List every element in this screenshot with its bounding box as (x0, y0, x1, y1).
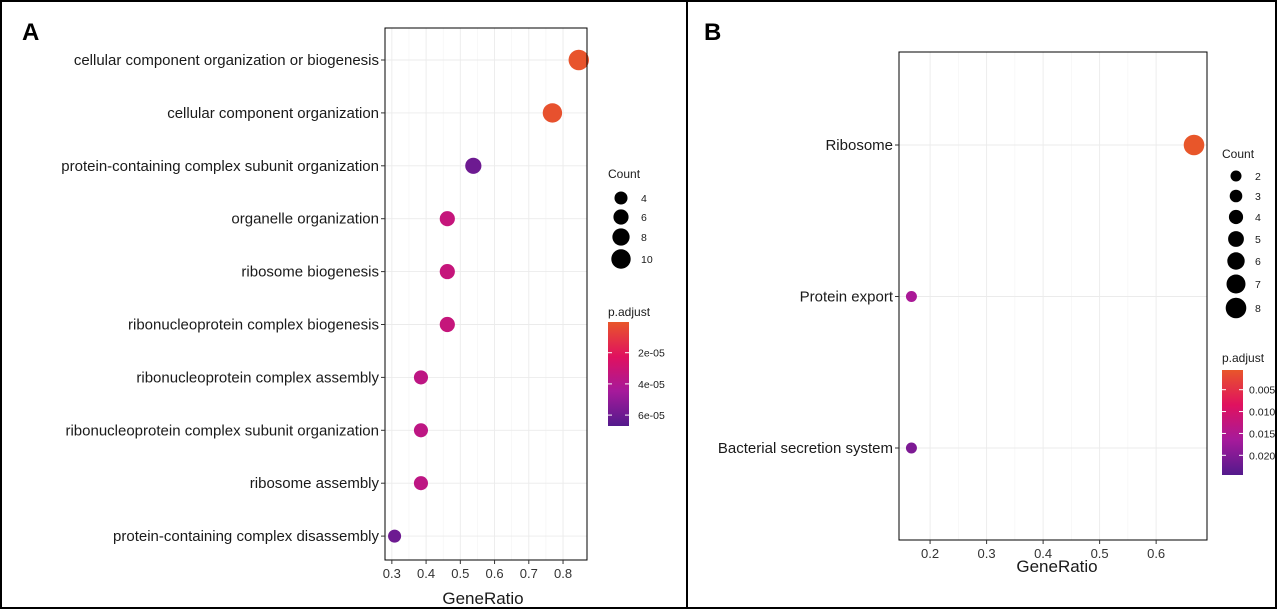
panel-b-x-tick-label: 0.2 (921, 546, 939, 561)
panel-a-count-legend: 4 6 8 10 (611, 191, 653, 269)
panel-b-count-legend-label: 6 (1255, 256, 1261, 268)
panel-a-color-bar-label: 6e-05 (638, 410, 665, 422)
panel-b-color-bar-label: 0.010 (1249, 407, 1275, 419)
panel-b-count-legend-label: 5 (1255, 234, 1261, 246)
panel-a-x-tick-label: 0.5 (451, 566, 469, 581)
panel-a-data-point (439, 264, 455, 280)
panel-a-plot: cellular component organization or bioge… (61, 27, 590, 608)
panel-a-data-point (465, 157, 482, 174)
panel-a-plot-border (384, 27, 588, 561)
panel-a-y-axis: cellular component organization or bioge… (61, 52, 385, 545)
panel-a-count-legend-label: 8 (641, 232, 647, 244)
panel-a-points (388, 49, 590, 543)
panel-b-padjust-legend-title: p.adjust (1222, 351, 1265, 365)
panel-b-count-legend-key (1227, 252, 1245, 270)
panel-a-data-point (388, 529, 402, 543)
panel-a-category-label: organelle organization (231, 211, 379, 228)
panel-b-count-legend-key (1230, 170, 1242, 182)
panel-b-padjust-legend: 0.005 0.010 0.015 0.020 (1222, 370, 1275, 475)
panel-b-x-tick-label: 0.4 (1034, 546, 1052, 561)
panel-b-count-legend-label: 3 (1255, 191, 1261, 203)
panel-a-category-label: protein-containing complex disassembly (113, 528, 379, 545)
panel-a-category-label: cellular component organization (167, 105, 379, 122)
panel-a-count-legend-title: Count (608, 167, 641, 181)
panel-b-plot: Ribosome Protein export Bacterial secretio… (718, 51, 1208, 576)
panel-b-grid (899, 52, 1207, 540)
panel-a-color-bar-label: 2e-05 (638, 348, 665, 360)
panel-b-count-legend-title: Count (1222, 147, 1255, 161)
panel-a-x-tick-label: 0.6 (486, 566, 504, 581)
panel-b-color-bar-label: 0.020 (1249, 450, 1275, 462)
panel-b-x-axis-title: GeneRatio (1016, 557, 1097, 576)
panel-b-category-label: Protein export (800, 289, 894, 306)
panel-a-data-point (413, 476, 428, 491)
panel-a-color-bar (608, 322, 629, 426)
panel-a-category-label: ribonucleoprotein complex biogenesis (128, 317, 379, 334)
panel-b-category-label: Ribosome (825, 137, 893, 154)
panel-b-count-legend-key (1226, 274, 1246, 294)
panel-a-data-point (542, 103, 563, 123)
panel-a-legends: Count 4 6 8 10 p.adjust 2e-05 4e-05 6e-05 (608, 167, 665, 426)
panel-b-count-legend-key (1228, 231, 1244, 247)
panel-b-color-bar-label: 0.015 (1249, 428, 1275, 440)
panel-a-letter: A (22, 19, 39, 46)
panel-a-data-point (439, 316, 455, 333)
panel-a-category-label: ribonucleoprotein complex subunit organi… (65, 422, 379, 439)
panel-a-x-tick-label: 0.4 (417, 566, 435, 581)
panel-b-x-axis: 0.2 0.3 0.4 0.5 0.6 (921, 540, 1165, 561)
panel-b-y-axis: Ribosome Protein export Bacterial secretio… (718, 137, 899, 457)
panel-a-category-label: ribosome assembly (250, 475, 380, 492)
panel-b-data-point (905, 291, 917, 302)
panel-a-data-point (439, 211, 455, 227)
panel-a-data-point (413, 370, 428, 385)
panel-b-x-tick-label: 0.6 (1147, 546, 1165, 561)
panel-a-count-legend-label: 10 (641, 254, 653, 266)
panel-b-points (905, 134, 1205, 454)
panel-a-color-bar-label: 4e-05 (638, 379, 665, 391)
panel-a-frame (0, 0, 688, 609)
panel-a-count-legend-key (612, 228, 630, 246)
panel-a-count-legend-label: 4 (641, 193, 647, 205)
panel-b-color-bar-label: 0.005 (1249, 385, 1275, 397)
panel-a-category-label: protein-containing complex subunit organ… (61, 158, 379, 175)
panel-a-count-legend-label: 6 (641, 212, 647, 224)
panel-b-count-legend-label: 4 (1255, 212, 1261, 224)
panel-a-count-legend-key (611, 249, 631, 269)
panel-b-count-legend-key (1228, 209, 1244, 225)
panel-b-count-legend-label: 8 (1255, 303, 1261, 315)
panel-a-category-label: ribosome biogenesis (241, 264, 379, 281)
panel-a-data-point (568, 49, 590, 71)
panel-a-data-point (413, 423, 428, 438)
panel-a-category-label: ribonucleoprotein complex assembly (136, 369, 379, 386)
panel-b-plot-border (898, 51, 1208, 541)
panel-b-count-legend-label: 2 (1255, 171, 1261, 183)
panel-b-count-legend-key (1229, 189, 1243, 203)
panel-b-category-label: Bacterial secretion system (718, 440, 893, 457)
panel-b-frame (686, 0, 1277, 609)
panel-b-data-point (905, 442, 917, 454)
panel-a-count-legend-key (614, 191, 628, 205)
panel-b-count-legend-key (1225, 297, 1247, 319)
panel-a-x-tick-label: 0.7 (520, 566, 538, 581)
panel-a-x-tick-label: 0.8 (554, 566, 572, 581)
panel-a-count-legend-key (613, 209, 629, 225)
panel-a-x-tick-label: 0.3 (383, 566, 401, 581)
panel-a-x-axis: 0.3 0.4 0.5 0.6 0.7 0.8 (383, 560, 572, 581)
panel-b-x-tick-label: 0.3 (978, 546, 996, 561)
panel-b-letter: B (704, 19, 721, 46)
panel-a-padjust-legend: 2e-05 4e-05 6e-05 (608, 322, 665, 426)
panel-b-count-legend-label: 7 (1255, 279, 1261, 291)
panel-b-count-legend: 2 3 4 5 6 7 8 (1225, 170, 1261, 319)
panel-a-category-label: cellular component organization or bioge… (74, 52, 379, 69)
panel-a-x-axis-title: GeneRatio (442, 589, 523, 608)
panel-b-x-tick-label: 0.5 (1091, 546, 1109, 561)
panel-a-grid (385, 28, 587, 560)
panel-b-color-bar (1222, 370, 1243, 475)
panel-b-data-point (1183, 134, 1205, 156)
panel-a-padjust-legend-title: p.adjust (608, 305, 651, 319)
